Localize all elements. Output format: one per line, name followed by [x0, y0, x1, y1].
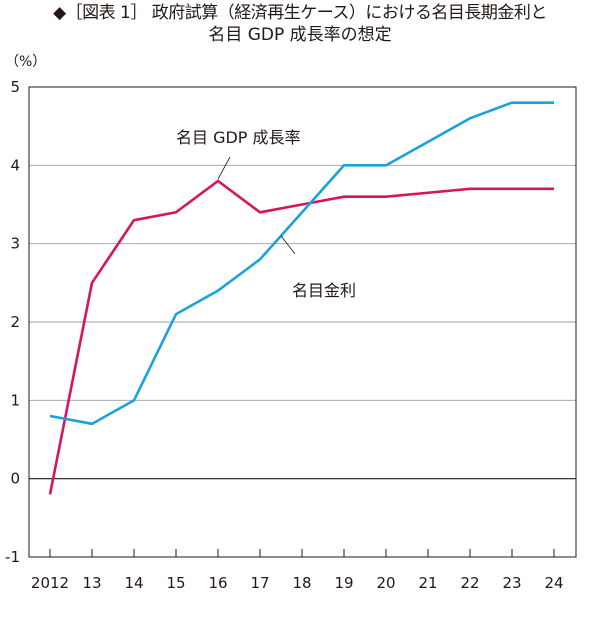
y-tick-label: 2 — [10, 313, 20, 331]
gdp-growth-series-label: 名目 GDP 成長率 — [176, 128, 301, 147]
interest-rate-label-leader — [280, 235, 296, 255]
y-tick-labels: 5 4 3 2 1 0 -1 — [5, 78, 20, 566]
plot-frame — [28, 86, 577, 558]
x-tick-label: 23 — [502, 574, 521, 592]
y-tick-label: 0 — [10, 470, 20, 488]
y-tick-label: 1 — [10, 391, 20, 409]
x-tick-label: 14 — [124, 574, 143, 592]
x-tick-label: 13 — [82, 574, 101, 592]
chart-title: ◆［図表 1］ 政府試算（経済再生ケース）における名目長期金利と 名目 GDP … — [0, 2, 600, 46]
chart-title-line2: 名目 GDP 成長率の想定 — [208, 25, 392, 45]
y-tick-label: 3 — [10, 235, 20, 253]
y-tick-label: -1 — [5, 548, 20, 566]
gdp-growth-series-line — [48, 179, 554, 495]
x-tick-label: 16 — [208, 574, 227, 592]
x-tick-label: 21 — [418, 574, 437, 592]
series-lines — [48, 101, 554, 495]
y-tick-label: 5 — [10, 78, 20, 96]
chart-title-line1: ◆［図表 1］ 政府試算（経済再生ケース）における名目長期金利と — [53, 3, 547, 23]
x-tick-label: 20 — [376, 574, 395, 592]
x-tick-marks — [49, 549, 555, 557]
x-tick-label: 2012 — [31, 574, 69, 592]
x-tick-label: 22 — [460, 574, 479, 592]
x-tick-label: 18 — [292, 574, 311, 592]
x-tick-label: 15 — [166, 574, 185, 592]
y-tick-label: 4 — [10, 156, 20, 174]
interest-rate-series-line — [49, 101, 554, 426]
grid-lines — [29, 164, 576, 480]
interest-rate-series-label: 名目金利 — [292, 281, 356, 300]
x-tick-label: 17 — [250, 574, 269, 592]
x-tick-label: 19 — [334, 574, 353, 592]
y-axis-unit-label: （%） — [5, 54, 46, 70]
x-tick-label: 24 — [544, 574, 563, 592]
gdp-label-leader — [217, 156, 231, 180]
x-tick-labels: 2012 13 14 15 16 17 18 19 20 21 22 23 24 — [31, 574, 564, 592]
